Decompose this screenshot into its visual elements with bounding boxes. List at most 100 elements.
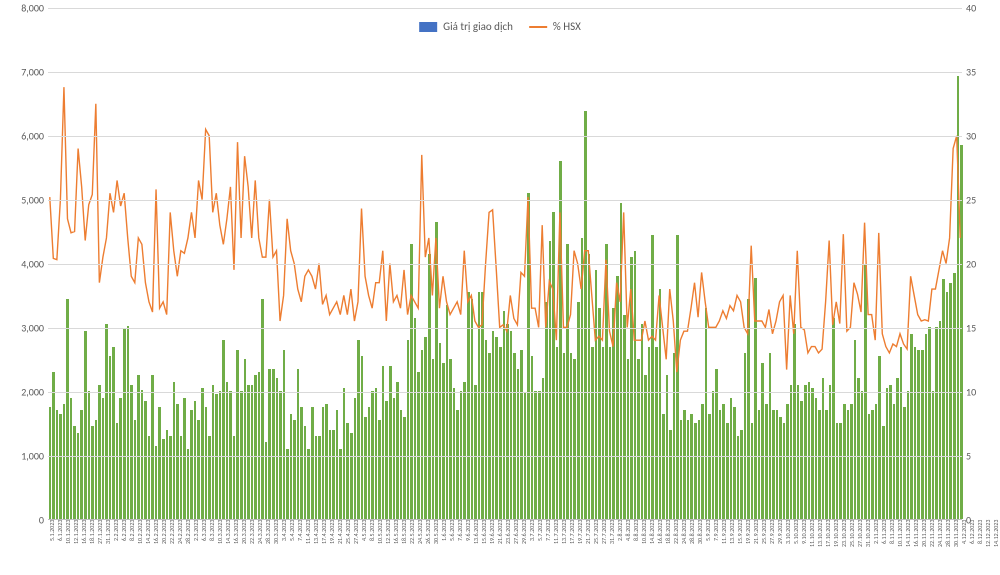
grid-line (48, 72, 962, 73)
bar (148, 436, 151, 519)
bar (949, 283, 952, 519)
bar (467, 292, 470, 519)
x-label: 14.8.2023 (648, 520, 656, 575)
x-label: 10.11.2023 (896, 520, 904, 575)
grid-line (48, 328, 962, 329)
bar (683, 410, 686, 519)
bar (829, 385, 832, 519)
bar (648, 347, 651, 519)
x-label: 21.4.2023 (336, 520, 344, 575)
bar (197, 420, 200, 519)
bar (428, 254, 431, 519)
bar (432, 359, 435, 519)
bar (190, 410, 193, 519)
bar (84, 331, 87, 519)
bar (449, 359, 452, 519)
bar (151, 375, 154, 519)
bar (506, 324, 509, 519)
ytick-left: 6,000 (6, 130, 44, 143)
ytick-right: 15 (966, 322, 994, 335)
bar (800, 401, 803, 519)
x-label: 15.9.2023 (736, 520, 744, 575)
bar (786, 404, 789, 519)
bar (77, 433, 80, 519)
ytick-right: 35 (966, 66, 994, 79)
bar (513, 353, 516, 519)
bar (581, 238, 584, 519)
bar (659, 289, 662, 519)
x-label: 24.3.2023 (256, 520, 264, 575)
bar (474, 385, 477, 519)
x-label: 31.1.2023 (104, 520, 112, 575)
x-axis-labels: 5.1.20236.1.202310.1.202312.1.202316.1.2… (48, 520, 962, 575)
x-label: 3.7.2023 (528, 520, 536, 575)
x-label: 11.9.2023 (720, 520, 728, 575)
x-label: 10.3.2023 (216, 520, 224, 575)
bar (900, 347, 903, 519)
x-label: 14.3.2023 (224, 520, 232, 575)
bar (254, 375, 257, 519)
bar (453, 388, 456, 519)
bar (808, 382, 811, 519)
x-label: 28.3.2023 (264, 520, 272, 575)
bar (570, 353, 573, 519)
x-label: 11.7.2023 (552, 520, 560, 575)
bar (396, 382, 399, 519)
bar (311, 407, 314, 519)
x-label: 13.9.2023 (728, 520, 736, 575)
bar (261, 299, 264, 519)
x-label: 5.9.2023 (704, 520, 712, 575)
ytick-left: 4,000 (6, 258, 44, 271)
x-label: 8.5.2023 (368, 520, 376, 575)
x-label: 31.10.2023 (864, 520, 872, 575)
bar (701, 404, 704, 519)
x-label: 22.3.2023 (248, 520, 256, 575)
bar (236, 350, 239, 519)
x-label: 14.12.2023 (992, 520, 1000, 575)
bar (662, 414, 665, 519)
x-label: 7.7.2023 (544, 520, 552, 575)
ytick-left: 0 (6, 514, 44, 527)
ytick-right: 25 (966, 194, 994, 207)
x-label: 19.6.2023 (488, 520, 496, 575)
bar (545, 302, 548, 519)
bar (825, 410, 828, 519)
x-label: 11.4.2023 (304, 520, 312, 575)
bar (939, 321, 942, 519)
ytick-left: 8,000 (6, 2, 44, 15)
x-label: 27.10.2023 (856, 520, 864, 575)
x-label: 16.5.2023 (392, 520, 400, 575)
bar (811, 388, 814, 519)
bar (566, 244, 569, 519)
bar (258, 372, 261, 519)
bar (495, 337, 498, 519)
x-label: 6.1.2023 (56, 520, 64, 575)
x-label: 14.11.2023 (904, 520, 912, 575)
x-label: 25.9.2023 (760, 520, 768, 575)
bar (73, 426, 76, 519)
x-label: 30.11.2023 (952, 520, 960, 575)
x-label: 10.1.2023 (64, 520, 72, 575)
bar (421, 350, 424, 519)
plot-area (48, 8, 962, 520)
bar (822, 378, 825, 519)
bar (797, 385, 800, 519)
x-label: 2.3.2023 (192, 520, 200, 575)
bar (754, 278, 757, 519)
bar (868, 414, 871, 519)
bar (134, 420, 137, 519)
x-label: 24.2.2023 (176, 520, 184, 575)
bar (205, 407, 208, 519)
bar (751, 423, 754, 519)
chart-container: Giá trị giao dịch % HSX 5.1.20236.1.2023… (0, 0, 1000, 575)
x-label: 27.9.2023 (768, 520, 776, 575)
x-label: 2.8.2023 (616, 520, 624, 575)
bar (194, 401, 197, 519)
bar (914, 347, 917, 519)
bar (637, 359, 640, 519)
x-label: 8.3.2023 (208, 520, 216, 575)
bar (832, 318, 835, 519)
ytick-left: 7,000 (6, 66, 44, 79)
bar (158, 407, 161, 519)
bar (389, 366, 392, 519)
